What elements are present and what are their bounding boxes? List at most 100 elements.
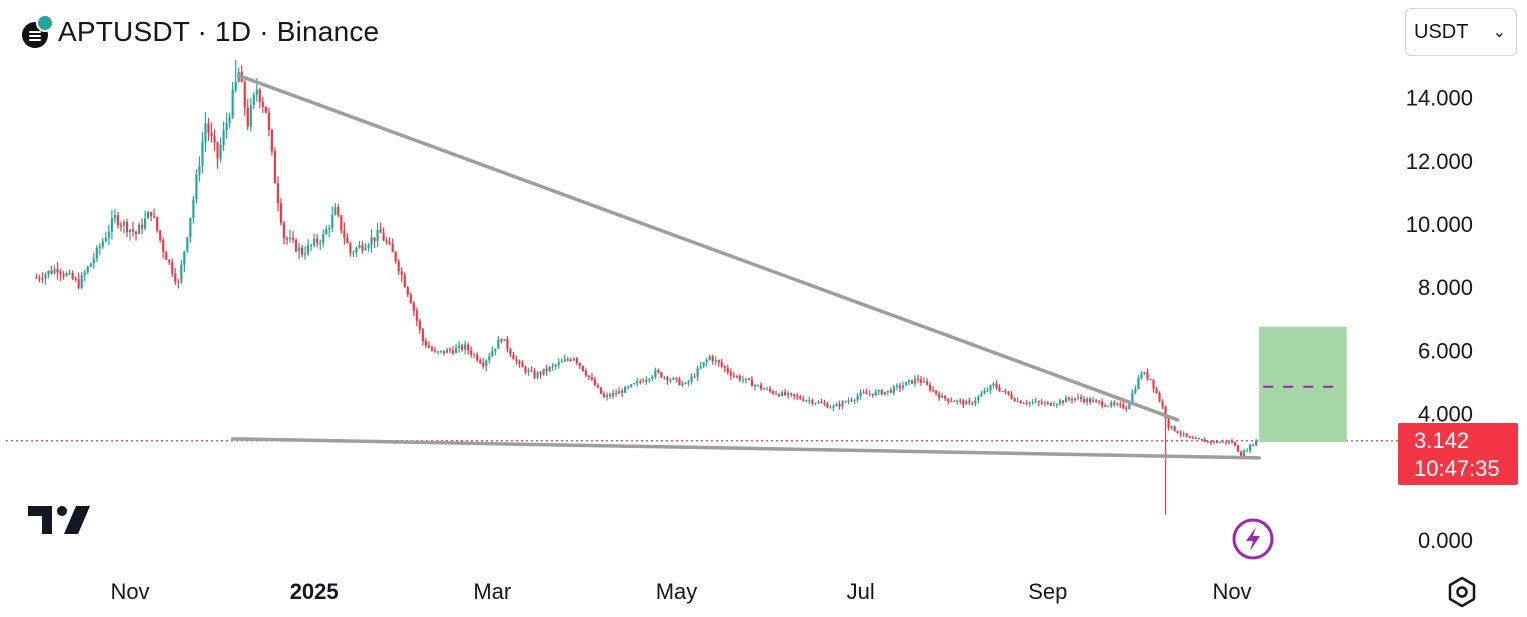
candle-body bbox=[512, 354, 515, 360]
candle bbox=[977, 395, 980, 404]
candle-body bbox=[379, 230, 382, 233]
candle-body bbox=[747, 378, 751, 380]
candle-body bbox=[726, 368, 729, 373]
candle bbox=[319, 239, 322, 250]
candle-body bbox=[485, 360, 488, 367]
candle-body bbox=[898, 385, 901, 388]
aptos-coin-icon bbox=[22, 14, 54, 48]
candle-body bbox=[1233, 442, 1237, 446]
candle bbox=[904, 381, 908, 386]
symbol-header[interactable]: APTUSDT · 1D · Binance bbox=[22, 12, 379, 52]
candle bbox=[183, 250, 186, 273]
settings-hexagon-icon[interactable] bbox=[1446, 575, 1478, 609]
candle bbox=[1221, 439, 1225, 444]
candle bbox=[192, 195, 195, 224]
candle-body bbox=[596, 385, 600, 388]
last-price-value: 3.142 bbox=[1414, 428, 1470, 453]
candle-body bbox=[195, 174, 198, 200]
candle-body bbox=[835, 404, 838, 407]
candle bbox=[373, 237, 376, 248]
candle-body bbox=[916, 378, 920, 380]
candle bbox=[554, 363, 557, 370]
candle bbox=[1140, 371, 1143, 380]
candle bbox=[1149, 378, 1152, 381]
candle bbox=[1170, 425, 1173, 430]
candle bbox=[723, 365, 726, 373]
candle-body bbox=[494, 348, 497, 352]
candle bbox=[41, 272, 44, 284]
candle-body bbox=[977, 396, 980, 401]
candle bbox=[328, 224, 331, 238]
candle bbox=[1031, 399, 1034, 405]
candle-body bbox=[1170, 426, 1173, 428]
candle-body bbox=[732, 375, 735, 377]
candle bbox=[805, 399, 808, 403]
candle-body bbox=[168, 259, 171, 262]
candle bbox=[340, 214, 343, 234]
candle bbox=[950, 397, 953, 403]
candle bbox=[35, 273, 38, 279]
trendlines[interactable] bbox=[230, 73, 1261, 460]
candle-body bbox=[962, 400, 965, 405]
candle bbox=[500, 338, 503, 343]
candle bbox=[989, 384, 992, 395]
y-tick-label: 0.000 bbox=[1418, 528, 1473, 553]
candle-body bbox=[1007, 391, 1010, 395]
candle-body bbox=[62, 274, 65, 276]
tradingview-logo[interactable] bbox=[28, 504, 92, 536]
currency-select[interactable]: USDT ⌄ bbox=[1405, 8, 1517, 56]
candle bbox=[1236, 444, 1240, 452]
candle bbox=[403, 272, 406, 288]
candle bbox=[44, 272, 47, 285]
candle-body bbox=[1082, 399, 1086, 403]
candle-body bbox=[602, 393, 606, 398]
candle bbox=[134, 230, 138, 241]
candle-body bbox=[678, 378, 681, 386]
candle-body bbox=[533, 371, 536, 378]
candle bbox=[968, 397, 971, 406]
candle bbox=[1101, 398, 1104, 409]
candle-body bbox=[125, 221, 129, 233]
y-tick-label: 8.000 bbox=[1418, 275, 1473, 300]
candle-body bbox=[1206, 441, 1209, 443]
price-axis[interactable]: 14.000 12.000 10.000 8.000 6.000 4.000 0.000 bbox=[1406, 86, 1473, 553]
candle bbox=[125, 218, 129, 238]
candle-body bbox=[1122, 404, 1125, 409]
candle-body bbox=[1249, 444, 1252, 451]
candle-body bbox=[1155, 388, 1158, 393]
lightning-bolt-icon[interactable] bbox=[1231, 517, 1275, 561]
candle-body bbox=[113, 214, 117, 219]
candle bbox=[814, 402, 817, 406]
candle bbox=[696, 365, 699, 382]
candle-body bbox=[862, 392, 865, 394]
candle bbox=[1061, 399, 1065, 406]
candle bbox=[1152, 379, 1155, 393]
candle-body bbox=[409, 294, 412, 304]
candle-body bbox=[451, 350, 455, 353]
candle-body bbox=[1140, 373, 1143, 378]
candle-body bbox=[645, 379, 648, 382]
candle-body bbox=[439, 350, 443, 352]
candle-body bbox=[488, 356, 491, 361]
candle-body bbox=[995, 383, 998, 388]
candle bbox=[1082, 396, 1086, 404]
candle-body bbox=[1070, 399, 1074, 401]
candle bbox=[705, 358, 708, 367]
candle-body bbox=[983, 390, 986, 394]
candle-body bbox=[814, 403, 817, 405]
candle-body bbox=[171, 261, 174, 274]
candle bbox=[639, 378, 642, 385]
candle bbox=[983, 387, 986, 395]
candle-body bbox=[418, 320, 421, 330]
candle bbox=[1007, 391, 1010, 396]
candle bbox=[1161, 399, 1164, 410]
candle bbox=[778, 393, 781, 398]
time-axis[interactable]: Nov 2025 Mar May Jul Sep Nov bbox=[110, 579, 1251, 604]
candle-body bbox=[971, 402, 974, 404]
candle bbox=[922, 377, 926, 383]
candle bbox=[654, 367, 657, 379]
candle-body bbox=[1239, 451, 1243, 457]
candle-body bbox=[104, 237, 107, 242]
candle bbox=[587, 375, 591, 380]
